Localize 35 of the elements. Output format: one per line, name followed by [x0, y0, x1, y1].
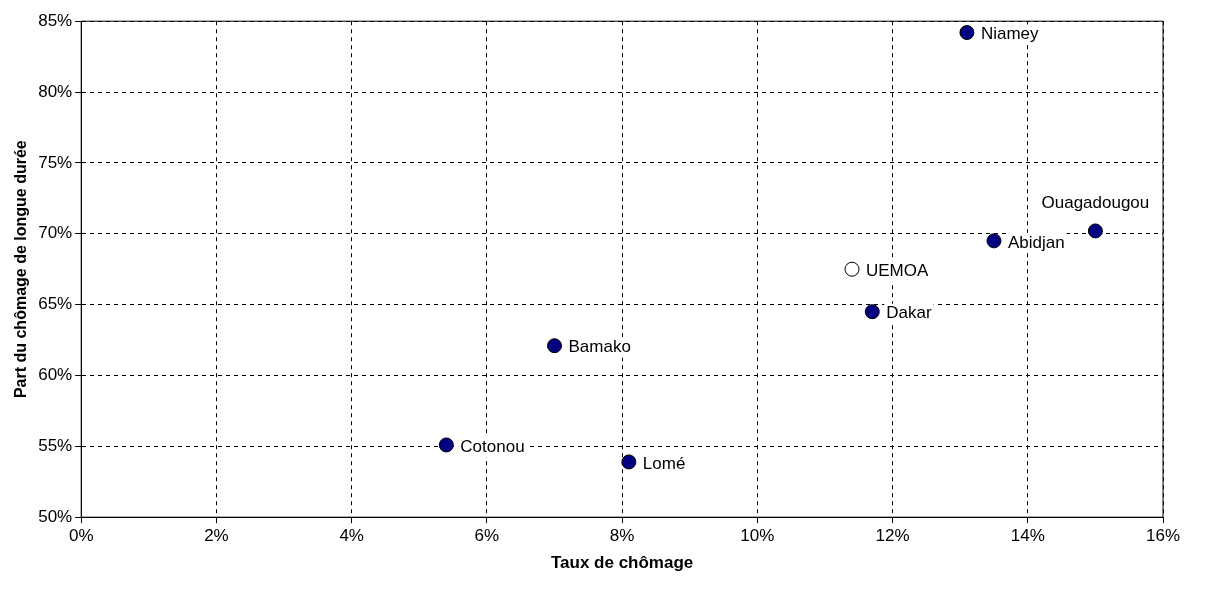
y-tick-label: 60% — [38, 365, 73, 385]
point — [959, 25, 975, 41]
annotation: Abidjan — [1007, 232, 1065, 252]
y-tick-label: 85% — [38, 10, 73, 30]
point — [844, 261, 860, 277]
annotation: Lomé — [642, 453, 686, 473]
x-tick-label: 0% — [68, 526, 94, 546]
point — [547, 338, 562, 354]
y-tick-label: 50% — [38, 506, 73, 526]
y-tick-label: 80% — [38, 81, 73, 101]
x-tick-label: 14% — [1010, 526, 1045, 546]
y-axis-title: Part du chômage de longue durée — [12, 140, 30, 399]
point — [1087, 223, 1103, 239]
x-tick-label: 10% — [740, 526, 775, 546]
y-tick-label: 55% — [38, 436, 73, 456]
annotation: UEMOA — [865, 260, 929, 280]
annotation: Ouagadougou — [1041, 192, 1150, 212]
annotation: Bamako — [568, 337, 631, 357]
x-axis-title: Taux de chômage — [550, 553, 694, 573]
point — [438, 437, 454, 453]
x-tick-label: 6% — [474, 526, 500, 546]
annotation: Cotonou — [460, 436, 525, 456]
point — [621, 454, 637, 470]
point — [864, 304, 880, 320]
point — [986, 233, 1002, 249]
x-tick-label: 16% — [1145, 526, 1181, 546]
annotation: Dakar — [886, 303, 932, 323]
x-tick-label: 4% — [339, 526, 364, 546]
y-tick-label: 75% — [38, 152, 73, 172]
x-tick-label: 8% — [609, 526, 635, 546]
annotation: Niamey — [980, 24, 1040, 44]
x-tick-label: 2% — [204, 526, 229, 546]
y-tick-label: 70% — [38, 223, 73, 243]
x-tick-label: 12% — [875, 526, 910, 546]
y-tick-label: 65% — [38, 294, 73, 314]
